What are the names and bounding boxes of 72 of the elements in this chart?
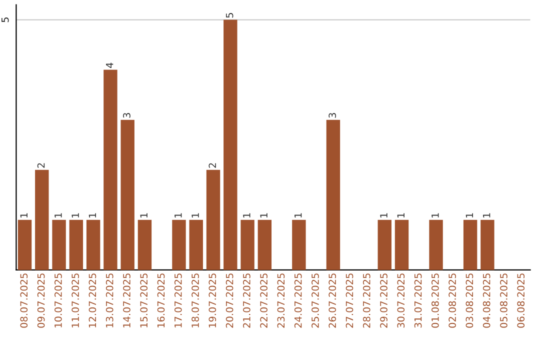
x-tick-label: 27.07.2025 bbox=[346, 274, 354, 328]
data-label: 1 bbox=[294, 213, 302, 218]
data-label: 1 bbox=[260, 213, 268, 218]
bar bbox=[138, 220, 152, 270]
data-label: 1 bbox=[72, 213, 79, 218]
bar bbox=[429, 220, 443, 270]
data-label: 2 bbox=[37, 163, 45, 168]
x-tick-label: 22.07.2025 bbox=[260, 274, 268, 328]
data-label: 1 bbox=[140, 213, 148, 218]
data-label: 1 bbox=[192, 213, 199, 218]
x-tick-label: 24.07.2025 bbox=[294, 274, 302, 328]
x-tick-label: 21.07.2025 bbox=[243, 274, 250, 328]
data-label: 1 bbox=[54, 213, 62, 218]
bar bbox=[292, 220, 306, 270]
data-label: 1 bbox=[20, 213, 28, 218]
bar bbox=[35, 170, 49, 270]
data-label: 2 bbox=[208, 163, 216, 168]
data-label: 3 bbox=[328, 113, 336, 118]
data-label: 1 bbox=[483, 213, 490, 218]
bar bbox=[52, 220, 66, 270]
bar bbox=[172, 220, 186, 270]
x-tick-label: 28.07.2025 bbox=[362, 274, 370, 328]
x-tick-label: 13.07.2025 bbox=[106, 274, 114, 328]
x-tick-label: 25.07.2025 bbox=[312, 274, 319, 328]
bar bbox=[326, 120, 340, 270]
x-tick-label: 20.07.2025 bbox=[226, 274, 234, 328]
bar bbox=[378, 220, 392, 270]
bar bbox=[394, 220, 409, 270]
x-tick-label: 19.07.2025 bbox=[208, 274, 216, 328]
bar bbox=[240, 220, 254, 270]
bar bbox=[463, 220, 478, 270]
x-tick-label: 14.07.2025 bbox=[123, 274, 130, 328]
x-tick-label: 29.07.2025 bbox=[380, 274, 388, 328]
x-tick-label: 17.07.2025 bbox=[174, 274, 182, 328]
data-label: 1 bbox=[88, 213, 96, 218]
x-tick-label: 31.07.2025 bbox=[414, 274, 422, 328]
data-label: 1 bbox=[243, 213, 250, 218]
x-tick-label: 02.08.2025 bbox=[448, 274, 456, 328]
bar bbox=[104, 70, 118, 270]
x-tick-label: 10.07.2025 bbox=[54, 274, 62, 328]
x-tick-label: 23.07.2025 bbox=[277, 274, 285, 328]
bar bbox=[258, 220, 272, 270]
x-tick-label: 05.08.2025 bbox=[500, 274, 508, 328]
data-label: 1 bbox=[380, 213, 388, 218]
data-label: 1 bbox=[174, 213, 182, 218]
data-label: 5 bbox=[226, 13, 234, 18]
x-tick-label: 08.07.2025 bbox=[20, 274, 28, 328]
x-tick-label: 12.07.2025 bbox=[88, 274, 96, 328]
x-tick-label: 16.07.2025 bbox=[157, 274, 165, 328]
data-label: 3 bbox=[123, 113, 130, 118]
data-label: 1 bbox=[397, 213, 404, 218]
data-label: 4 bbox=[106, 62, 114, 68]
bar bbox=[69, 220, 84, 270]
bar bbox=[18, 220, 32, 270]
bar bbox=[206, 170, 220, 270]
bar bbox=[120, 120, 134, 270]
bar bbox=[189, 220, 203, 270]
x-tick-label: 18.07.2025 bbox=[192, 274, 199, 328]
bar bbox=[480, 220, 494, 270]
bar bbox=[224, 20, 238, 270]
data-label: 1 bbox=[432, 213, 439, 218]
x-tick-label: 06.08.2025 bbox=[517, 274, 525, 328]
x-tick-label: 01.08.2025 bbox=[432, 274, 439, 328]
x-tick-label: 03.08.2025 bbox=[466, 274, 474, 328]
x-tick-label: 30.07.2025 bbox=[397, 274, 405, 328]
x-tick-label: 11.07.2025 bbox=[72, 274, 79, 328]
data-label: 1 bbox=[466, 213, 473, 218]
x-tick-label: 26.07.2025 bbox=[328, 274, 336, 328]
x-tick-label: 09.07.2025 bbox=[37, 274, 45, 328]
x-tick-label: 15.07.2025 bbox=[140, 274, 148, 328]
bar bbox=[86, 220, 100, 270]
x-tick-label: 04.08.2025 bbox=[482, 274, 490, 328]
